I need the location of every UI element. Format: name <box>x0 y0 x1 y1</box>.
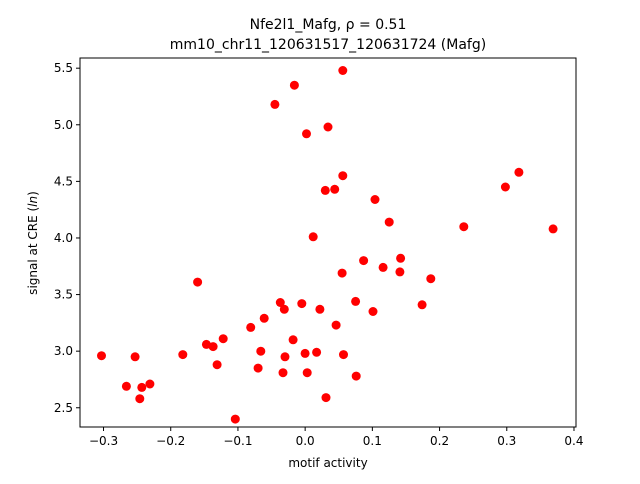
data-point-37 <box>337 268 347 278</box>
data-point-19 <box>275 298 285 307</box>
data-point-24 <box>289 80 299 90</box>
data-point-49 <box>396 253 406 263</box>
data-point-46 <box>378 262 388 272</box>
data-point-21 <box>279 304 289 314</box>
data-point-50 <box>417 300 427 310</box>
data-point-11 <box>212 360 222 370</box>
data-point-10 <box>208 342 218 352</box>
data-point-33 <box>321 393 331 403</box>
y-tick-label: 5.0 <box>54 118 73 132</box>
data-point-5 <box>137 382 147 392</box>
chart-title-line2: mm10_chr11_120631517_120631724 (Mafg) <box>170 37 486 53</box>
y-axis-label-italic: ln <box>26 196 40 207</box>
data-point-45 <box>370 195 380 204</box>
x-axis-ticks: −0.3 −0.2 −0.1 0.0 0.1 0.2 0.3 0.4 <box>89 427 584 448</box>
data-point-12 <box>218 334 228 344</box>
data-point-29 <box>308 232 318 242</box>
data-point-51 <box>426 274 436 284</box>
data-point-40 <box>339 350 348 360</box>
x-tick-label: 0.2 <box>430 434 449 448</box>
data-point-30 <box>312 347 322 357</box>
y-tick-label: 3.5 <box>54 288 73 302</box>
data-points <box>97 66 558 424</box>
data-point-38 <box>338 66 348 75</box>
y-tick-label: 4.5 <box>54 174 73 188</box>
y-axis-ticks: 2.5 3.0 3.5 4.0 4.5 5.0 5.5 <box>54 61 80 415</box>
data-point-53 <box>500 182 510 192</box>
data-point-43 <box>359 256 369 266</box>
x-tick-label: 0.4 <box>564 434 583 448</box>
data-point-28 <box>302 368 312 378</box>
data-point-18 <box>270 99 280 109</box>
x-tick-label: 0.1 <box>363 434 382 448</box>
x-axis-label: motif activity <box>288 456 367 470</box>
data-point-25 <box>297 299 307 309</box>
data-point-8 <box>193 277 203 287</box>
data-point-4 <box>135 394 145 404</box>
x-tick-label: −0.1 <box>223 434 252 448</box>
data-point-26 <box>300 348 310 358</box>
data-point-55 <box>548 224 558 234</box>
y-axis-label-prefix: signal at CRE ( <box>26 207 40 295</box>
y-axis-label: signal at CRE (ln) <box>26 191 40 295</box>
data-point-34 <box>323 122 333 132</box>
data-point-41 <box>351 296 361 306</box>
chart-title-line1: Nfe2l1_Mafg, ρ = 0.51 <box>250 17 407 33</box>
y-tick-label: 2.5 <box>54 401 73 415</box>
data-point-2 <box>121 381 131 391</box>
data-point-36 <box>331 320 341 330</box>
data-point-3 <box>130 352 140 362</box>
data-point-52 <box>459 222 469 232</box>
data-point-15 <box>253 363 263 373</box>
data-point-22 <box>280 352 290 362</box>
data-point-6 <box>145 379 155 389</box>
x-tick-label: 0.3 <box>497 434 516 448</box>
data-point-48 <box>395 267 405 277</box>
data-point-1 <box>97 351 106 361</box>
data-point-20 <box>278 368 288 378</box>
y-axis-label-suffix: ) <box>26 191 40 196</box>
data-point-54 <box>514 167 524 177</box>
y-tick-label: 5.5 <box>54 61 73 75</box>
data-point-42 <box>351 371 361 381</box>
plot-area-frame <box>79 57 577 428</box>
data-point-27 <box>302 129 311 139</box>
x-tick-label: −0.2 <box>156 434 185 448</box>
y-tick-label: 4.0 <box>54 231 73 245</box>
data-point-31 <box>315 304 325 314</box>
data-point-32 <box>320 185 330 195</box>
x-tick-label: 0.0 <box>296 434 315 448</box>
data-point-39 <box>338 171 348 181</box>
data-point-13 <box>230 414 240 424</box>
data-point-7 <box>178 350 188 360</box>
data-point-17 <box>259 313 269 323</box>
y-tick-label: 3.0 <box>54 344 73 358</box>
data-point-44 <box>368 307 378 316</box>
data-point-16 <box>256 346 266 356</box>
data-point-14 <box>246 322 256 332</box>
data-point-35 <box>330 184 340 194</box>
x-tick-label: −0.3 <box>89 434 118 448</box>
data-point-23 <box>288 335 298 345</box>
data-point-47 <box>384 217 394 227</box>
